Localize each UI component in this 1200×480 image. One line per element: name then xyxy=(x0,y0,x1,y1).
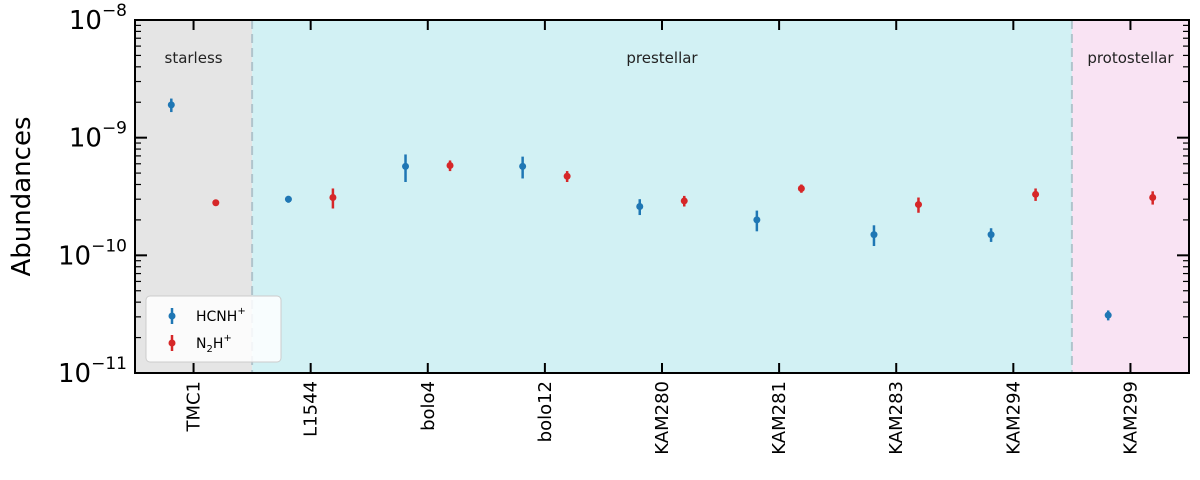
data-point xyxy=(402,162,410,170)
data-point xyxy=(1149,194,1157,202)
data-point xyxy=(797,184,805,192)
legend-label: HCNH+ xyxy=(196,306,246,325)
region-label-starless: starless xyxy=(165,49,223,67)
y-tick-label: 10−9 xyxy=(69,119,127,154)
x-tick-label: KAM283 xyxy=(886,381,907,455)
data-point xyxy=(914,201,922,209)
region-prestellar xyxy=(252,20,1072,373)
points-layer xyxy=(167,98,1157,321)
data-point xyxy=(212,199,220,207)
x-tick-label: KAM299 xyxy=(1120,381,1141,455)
data-point xyxy=(987,231,995,239)
data-point xyxy=(680,197,688,205)
legend-marker xyxy=(168,339,176,347)
ticks-layer: TMC1 L1544 bolo4 bolo12 KAM280 KAM281 KAM283 KA… xyxy=(58,1,1189,455)
x-tick-label: L1544 xyxy=(301,381,322,437)
y-tick-label: 10−8 xyxy=(69,1,127,36)
data-point xyxy=(446,162,454,170)
data-point xyxy=(1104,311,1112,319)
x-tick-label: bolo12 xyxy=(535,381,556,442)
region-label-prestellar: prestellar xyxy=(626,49,698,67)
x-tick-label: bolo4 xyxy=(418,381,439,431)
x-tick-label: KAM281 xyxy=(769,381,790,455)
data-point xyxy=(870,231,878,239)
x-tick-label: KAM280 xyxy=(652,381,673,455)
data-point xyxy=(753,216,761,224)
regions-layer: starless prestellar protostellar xyxy=(135,20,1189,373)
legend: HCNH+ N2H+ xyxy=(145,295,282,363)
region-protostellar xyxy=(1071,20,1189,373)
plot-frame xyxy=(134,19,1190,374)
legend-box xyxy=(145,295,282,363)
data-point xyxy=(519,162,527,170)
data-point xyxy=(284,195,292,203)
legend-marker xyxy=(168,312,176,320)
data-point xyxy=(636,203,644,211)
legend-label: N2H+ xyxy=(196,333,232,355)
x-tick-label: TMC1 xyxy=(184,381,205,433)
data-point xyxy=(329,194,337,202)
data-point xyxy=(167,101,175,109)
y-tick-label: 10−10 xyxy=(58,236,127,271)
data-point xyxy=(563,172,571,180)
y-axis-label: Abundances xyxy=(7,117,37,277)
y-tick-label: 10−11 xyxy=(58,354,127,389)
data-point xyxy=(1032,190,1040,198)
x-tick-label: KAM294 xyxy=(1003,381,1024,455)
region-label-protostellar: protostellar xyxy=(1087,49,1174,67)
